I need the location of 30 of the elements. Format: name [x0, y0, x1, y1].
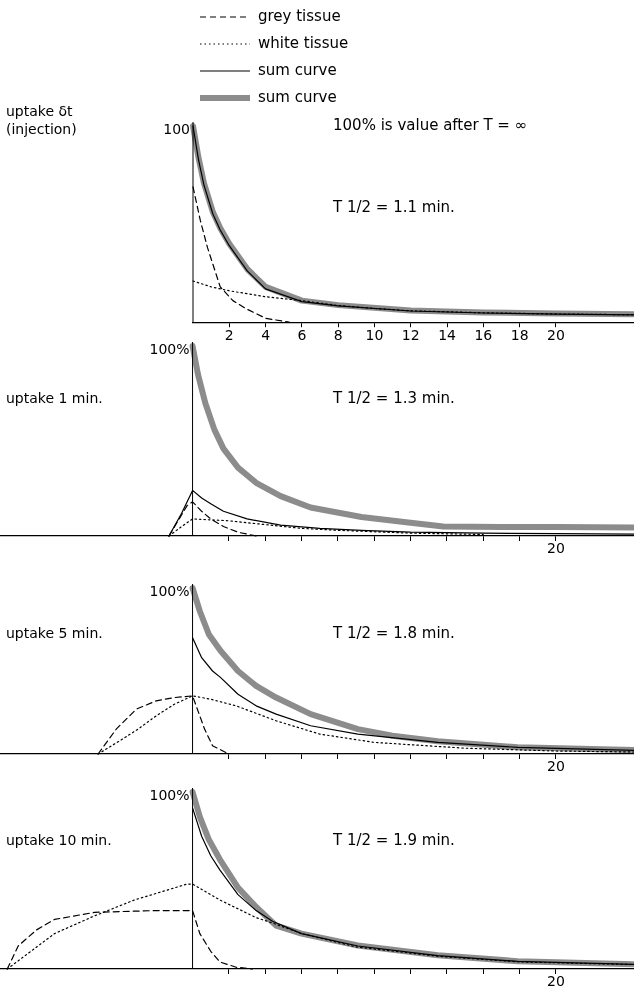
x-tick-label: 4 — [261, 327, 271, 344]
text: 20 — [546, 539, 565, 556]
y-axis-title: uptake 5 min. — [6, 625, 103, 642]
y-axis-title: uptake δt (injection) — [6, 102, 77, 137]
annotation: T 1/2 = 1.8 min. — [332, 624, 455, 643]
x-tick-label: 12 — [401, 327, 420, 344]
annotation: T 1/2 = 1.9 min. — [332, 831, 455, 850]
legend-label: grey tissue — [258, 6, 341, 25]
legend-label: sum curve — [258, 60, 337, 79]
x-tick-label: 18 — [510, 327, 529, 344]
x-tick-label: 10 — [365, 327, 384, 344]
x-tick-label: 8 — [333, 327, 343, 344]
text: 100 — [163, 120, 190, 137]
annotation: 100% is value after T = ∞ — [333, 116, 528, 135]
y-axis-title: uptake 1 min. — [6, 389, 103, 406]
annotation: 100% — [149, 340, 190, 357]
annotation: 100% — [149, 582, 190, 599]
text: 20 — [546, 972, 565, 989]
x-tick-label: 2 — [224, 327, 234, 344]
annotation: 100% — [149, 786, 190, 803]
annotation: T 1/2 = 1.1 min. — [332, 198, 455, 217]
x-tick-label: 6 — [297, 327, 307, 344]
x-tick-label: 20 — [547, 327, 565, 344]
text: 20 — [546, 757, 565, 774]
legend-label: white tissue — [258, 33, 349, 52]
y-axis-title: uptake 10 min. — [6, 832, 112, 849]
legend-label: sum curve — [258, 87, 337, 106]
annotation: T 1/2 = 1.3 min. — [332, 389, 455, 408]
x-tick-label: 14 — [438, 327, 457, 344]
x-tick-label: 16 — [474, 327, 493, 344]
